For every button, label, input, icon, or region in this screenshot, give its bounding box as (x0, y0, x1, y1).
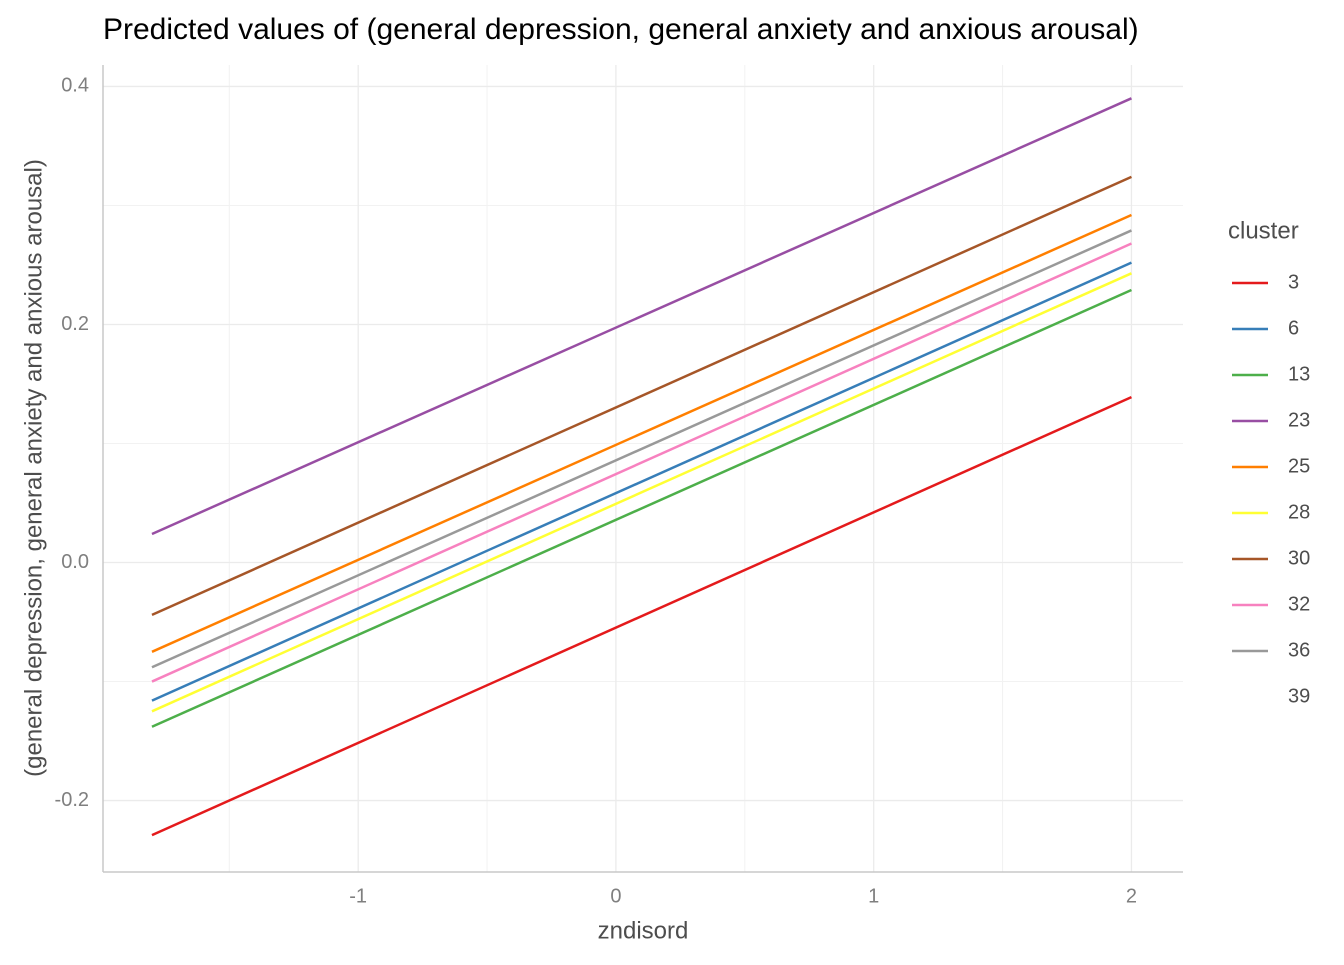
y-tick-label: 0.0 (61, 551, 89, 573)
legend-label: 23 (1288, 409, 1310, 431)
series-line (151, 261, 1132, 702)
chart-title: Predicted values of (general depression,… (103, 13, 1139, 46)
series-line (151, 242, 1132, 683)
legend-label: 25 (1288, 455, 1310, 477)
legend-label: 6 (1288, 317, 1299, 339)
x-tick-label: 1 (868, 885, 879, 907)
series-line (151, 213, 1132, 653)
y-tick-label: 0.4 (61, 75, 89, 97)
series-line (151, 288, 1132, 728)
legend-label: 3 (1288, 271, 1299, 293)
y-tick-label: 0.2 (61, 313, 89, 335)
legend-label: 36 (1288, 639, 1310, 661)
legend-label: 30 (1288, 547, 1310, 569)
series-line (151, 395, 1132, 837)
series-line (151, 97, 1132, 536)
series-line (151, 175, 1132, 617)
legend-label: 32 (1288, 593, 1310, 615)
y-axis-label: (general depression, general anxiety and… (20, 159, 47, 777)
x-tick-label: 2 (1126, 885, 1137, 907)
series-line (151, 272, 1132, 713)
legend-label: 13 (1288, 363, 1310, 385)
x-tick-label: -1 (349, 885, 367, 907)
series-line (151, 229, 1132, 669)
x-axis-label: zndisord (598, 917, 689, 944)
y-tick-label: -0.2 (55, 789, 89, 811)
legend-label: 28 (1288, 501, 1310, 523)
x-tick-label: 0 (610, 885, 621, 907)
legend-title: cluster (1228, 217, 1299, 244)
legend-label: 39 (1288, 685, 1310, 707)
